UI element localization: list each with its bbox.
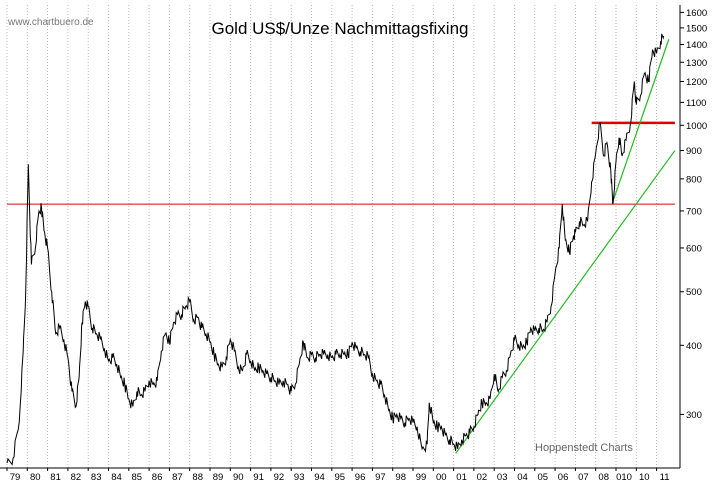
y-tick-label: 1200	[686, 77, 707, 88]
x-tick-label: 05	[538, 472, 549, 482]
y-tick-label: 1500	[686, 23, 707, 34]
x-tick-label: 10	[639, 472, 650, 482]
x-tick-label: 83	[91, 472, 102, 482]
x-tick-label: 96	[355, 472, 366, 482]
x-tick-label: 93	[294, 472, 305, 482]
y-tick-label: 700	[686, 206, 702, 217]
x-tick-label: 98	[395, 472, 406, 482]
trend-line	[611, 39, 670, 205]
x-tick-label: 99	[416, 472, 427, 482]
y-tick-label: 1100	[686, 98, 706, 109]
x-tick-label: 06	[558, 472, 569, 482]
y-tick-label: 600	[686, 243, 702, 254]
x-tick-label: 04	[517, 472, 528, 482]
x-tick-label: 92	[274, 472, 285, 482]
x-tick-label: 84	[111, 472, 122, 482]
x-tick-label: 00	[436, 472, 447, 482]
x-tick-label: 07	[578, 472, 589, 482]
axes	[0, 5, 681, 469]
x-tick-label: 01	[456, 472, 467, 482]
trend-line	[455, 150, 676, 454]
x-tick-label: 81	[50, 472, 61, 482]
gold-price-line	[6, 33, 665, 466]
x-tick-label: 010	[616, 472, 632, 482]
x-tick-label: 91	[253, 472, 264, 482]
x-tick-labels: 79 80 81 82 83 84 85 86 87 88 89 90 91 92 93 94 95 96 97 98…	[6, 468, 670, 482]
x-tick-label: 95	[335, 472, 346, 482]
y-tick-label: 300	[686, 410, 702, 421]
x-tick-label: 03	[497, 472, 508, 482]
x-tick-label: 87	[172, 472, 183, 482]
x-tick-label: 08	[598, 472, 609, 482]
y-tick-labels: 300 400 500 600 700 800 900 1000 1100 1200 1300 140…	[680, 8, 707, 421]
y-tick-label: 500	[686, 287, 702, 298]
x-tick-label: 80	[30, 472, 41, 482]
y-tick-label: 1600	[686, 8, 707, 19]
x-tick-label: 94	[314, 472, 325, 482]
x-tick-label: 88	[192, 472, 203, 482]
y-tick-label: 1000	[686, 121, 707, 132]
y-tick-label: 800	[686, 174, 702, 185]
y-tick-label: 1400	[686, 40, 707, 51]
x-tick-label: 90	[233, 472, 244, 482]
y-tick-label: 400	[686, 341, 702, 352]
chart-credit: Hoppenstedt Charts	[535, 442, 633, 454]
y-tick-label: 900	[686, 146, 702, 157]
price-series	[6, 33, 665, 466]
chart-title: Gold US$/Unze Nachmittagsfixing	[211, 19, 468, 38]
x-tick-label: 11	[660, 472, 670, 482]
x-tick-label: 02	[477, 472, 488, 482]
annotations	[7, 39, 676, 454]
x-tick-label: 79	[10, 472, 21, 482]
x-tick-label: 89	[213, 472, 224, 482]
y-tick-label: 1300	[686, 58, 707, 69]
x-tick-label: 86	[152, 472, 163, 482]
grid-lines	[6, 5, 657, 468]
x-tick-label: 97	[375, 472, 386, 482]
x-tick-label: 85	[132, 472, 143, 482]
watermark: www.chartbuero.de	[7, 17, 94, 28]
x-tick-label: 82	[71, 472, 82, 482]
